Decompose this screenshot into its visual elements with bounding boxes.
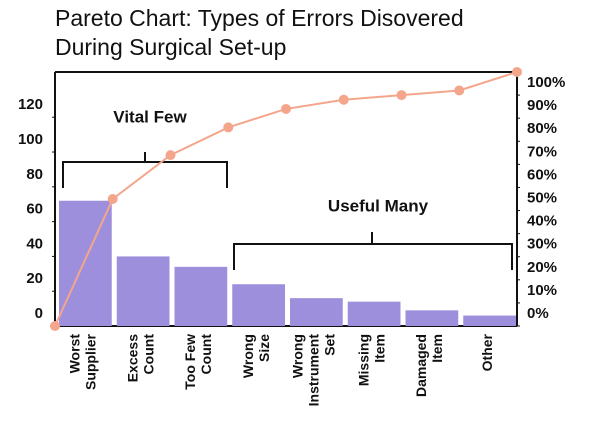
x-tick-label: Worst — [67, 334, 83, 374]
y2-tick-label: 20% — [527, 259, 557, 276]
x-tick-label: Missing — [355, 334, 371, 386]
cumulative-point — [512, 67, 522, 77]
x-tick-label: Wrong — [290, 334, 306, 378]
bar — [232, 284, 285, 326]
bar — [116, 256, 170, 326]
x-tick-label: Supplier — [83, 333, 99, 390]
bar — [174, 266, 228, 326]
y2-tick-label: 90% — [527, 97, 557, 114]
cumulative-point — [165, 150, 176, 161]
y2-tick-label: 40% — [527, 213, 557, 230]
y2-tick-label: 30% — [527, 236, 557, 253]
y2-tick-label: 10% — [527, 282, 557, 299]
cumulative-point — [281, 103, 291, 114]
y-tick-label: 60 — [26, 201, 43, 218]
x-tick-label: Too Few — [182, 334, 198, 390]
y-tick-label: 80 — [26, 166, 43, 183]
bar — [347, 301, 401, 326]
x-tick-label: Count — [198, 334, 214, 375]
y2-tick-label: 0% — [527, 305, 549, 322]
bar — [405, 310, 459, 326]
x-tick-label: Other — [479, 333, 495, 371]
y2-tick-label: 60% — [527, 166, 557, 183]
chart-title: Pareto Chart: Types of Errors Disovered — [55, 5, 464, 31]
x-tick-label: Damaged — [413, 334, 429, 397]
y-tick-label: 20 — [26, 270, 43, 287]
cumulative-point — [223, 122, 234, 133]
cumulative-point — [50, 321, 60, 331]
y2-tick-label: 100% — [527, 74, 565, 91]
chart-title: During Surgical Set-up — [55, 34, 286, 60]
y-tick-label: 0 — [35, 305, 43, 322]
cumulative-point — [454, 85, 465, 96]
x-tick-label: Count — [140, 334, 156, 375]
bar — [290, 298, 343, 326]
x-tick-label: Size — [256, 334, 272, 362]
x-tick-label: Item — [371, 334, 387, 363]
useful-many-bracket — [233, 232, 513, 270]
y2-tick-label: 50% — [527, 190, 557, 207]
x-tick-label: Item — [429, 334, 445, 363]
cumulative-point — [396, 90, 407, 101]
y2-tick-label: 70% — [527, 143, 557, 160]
x-tick-label: Wrong — [240, 334, 256, 378]
y-tick-label: 40 — [26, 235, 43, 252]
annotation: Vital Few — [113, 107, 187, 126]
cumulative-point — [338, 94, 349, 105]
x-tick-label: Instrument — [306, 334, 322, 407]
x-tick-label: Excess — [124, 334, 140, 382]
vital-few-bracket — [62, 152, 228, 188]
x-tick-label: Set — [322, 334, 338, 356]
y2-tick-label: 80% — [527, 120, 557, 137]
annotation: Useful Many — [328, 196, 429, 215]
cumulative-point — [107, 194, 118, 204]
bar — [463, 315, 516, 326]
y-tick-label: 120 — [18, 96, 43, 113]
y-tick-label: 100 — [18, 131, 43, 148]
